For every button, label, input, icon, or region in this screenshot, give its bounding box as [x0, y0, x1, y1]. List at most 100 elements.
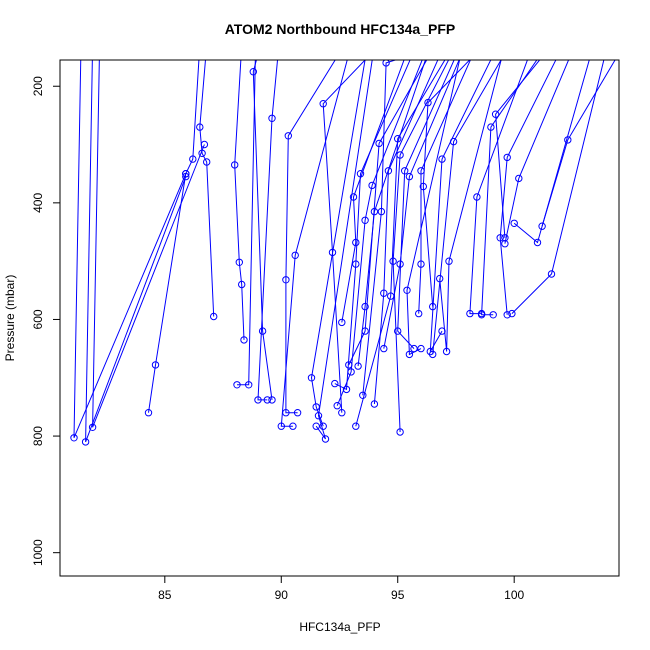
data-point [333, 402, 341, 410]
data-point [445, 257, 453, 265]
data-point [354, 362, 362, 370]
profile-line [322, 60, 366, 413]
profile-3 [249, 60, 276, 404]
profile-line [348, 60, 428, 366]
profile-line [418, 60, 471, 314]
data-point [352, 422, 360, 430]
profile-line [429, 60, 492, 352]
data-point [352, 260, 360, 268]
data-point [349, 193, 358, 201]
profile-16 [415, 60, 471, 318]
data-point [268, 114, 276, 123]
profile-10 [333, 60, 423, 410]
profile-38 [88, 60, 209, 431]
data-point [70, 434, 78, 442]
data-point [238, 280, 246, 289]
data-point [466, 309, 474, 318]
profile-39 [233, 60, 256, 389]
profile-line [495, 60, 541, 238]
data-point [533, 238, 542, 247]
profile-37 [81, 60, 190, 446]
profile-line [334, 60, 411, 391]
profile-line [85, 60, 187, 443]
profile-line [341, 60, 405, 323]
data-point [361, 216, 369, 225]
profile-line [383, 60, 460, 349]
data-point [144, 409, 153, 417]
data-point [473, 193, 481, 201]
x-tick-label: 95 [391, 588, 405, 602]
profile-8 [319, 60, 366, 417]
data-point [442, 347, 451, 356]
data-point [196, 123, 204, 131]
data-point [419, 182, 427, 191]
data-point [277, 422, 285, 430]
profile-29 [338, 60, 405, 327]
data-point [182, 172, 190, 181]
data-point [401, 167, 409, 175]
data-point [88, 423, 97, 431]
profile-31 [345, 60, 428, 369]
profile-line [406, 60, 461, 356]
data-point [396, 428, 404, 436]
data-point [438, 155, 446, 163]
profile-line [257, 60, 279, 401]
data-point [510, 219, 518, 228]
plot-frame [59, 59, 620, 577]
data-point [235, 258, 244, 266]
data-point [429, 350, 437, 359]
profile-line [315, 60, 373, 440]
y-tick-label: 800 [31, 426, 45, 446]
data-point [384, 167, 393, 175]
data-point [501, 234, 509, 242]
data-point [424, 98, 432, 107]
data-point [417, 344, 425, 353]
data-point [489, 311, 497, 319]
data-point [331, 379, 339, 388]
profile-line [252, 60, 273, 400]
y-tick-label: 1000 [31, 539, 45, 566]
profile-line [357, 60, 426, 367]
data-point [477, 311, 486, 319]
data-point [496, 234, 504, 242]
data-point [268, 396, 276, 404]
profile-line [439, 60, 502, 352]
data-point [491, 110, 500, 118]
data-point [368, 181, 376, 190]
profile-26 [510, 60, 590, 247]
data-point [396, 151, 404, 159]
data-point [449, 137, 458, 146]
data-point [233, 381, 241, 389]
profile-line [362, 60, 398, 396]
data-point [345, 361, 353, 369]
profile-line [199, 60, 215, 317]
profile-line [511, 60, 605, 314]
data-point [547, 270, 556, 278]
data-point [284, 132, 292, 140]
data-point [415, 309, 423, 318]
profile-9 [331, 60, 411, 394]
profile-32 [380, 60, 460, 353]
data-point [417, 260, 425, 268]
data-point [396, 260, 404, 268]
profile-25 [501, 60, 570, 248]
profile-7 [277, 60, 348, 430]
y-axis: 200 400 600 800 1000 [31, 76, 61, 566]
data-point [380, 344, 388, 353]
profile-line [541, 60, 616, 227]
data-point [240, 336, 248, 344]
data-point [291, 251, 299, 260]
data-point [361, 302, 369, 311]
profile-line [336, 60, 423, 406]
profile-line [92, 60, 205, 428]
data-point [405, 172, 414, 181]
profile-36 [70, 60, 190, 442]
data-point [81, 438, 90, 446]
data-point [389, 257, 397, 265]
profile-line [73, 60, 187, 438]
data-point [151, 361, 160, 369]
data-point [377, 207, 386, 216]
chart-title: ATOM2 Northbound HFC134a_PFP [225, 21, 456, 37]
data-point [200, 140, 209, 149]
